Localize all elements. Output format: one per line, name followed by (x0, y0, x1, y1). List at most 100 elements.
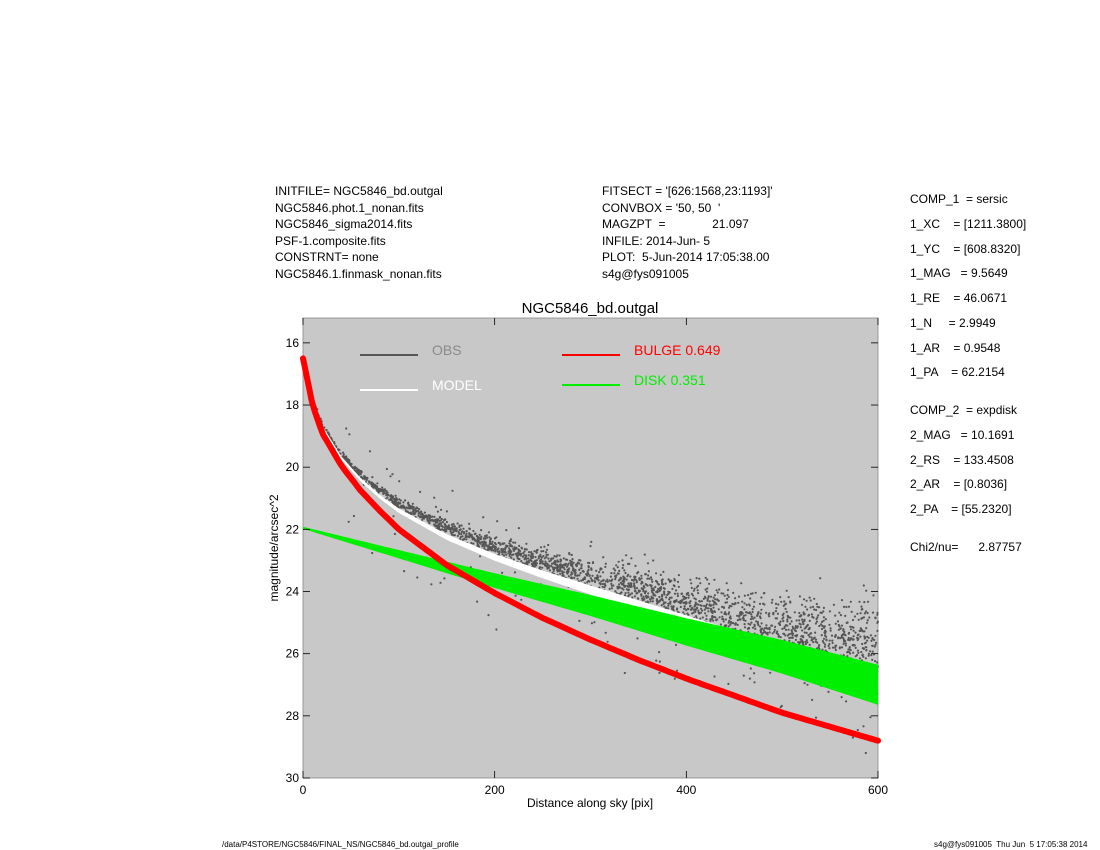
obs-point (811, 698, 814, 702)
obs-point (866, 635, 869, 638)
obs-point (799, 626, 802, 629)
obs-point (749, 597, 752, 600)
obs-point (658, 660, 662, 663)
obs-point (849, 652, 852, 655)
obs-point (523, 558, 526, 561)
obs-point (768, 626, 771, 630)
obs-point (685, 593, 688, 596)
obs-point (814, 631, 817, 634)
obs-point (718, 616, 721, 619)
obs-point (664, 582, 667, 585)
obs-point (492, 549, 495, 552)
obs-point (406, 502, 410, 505)
obs-point (792, 627, 795, 630)
obs-point (445, 530, 448, 533)
obs-point (633, 590, 637, 593)
obs-point (744, 614, 747, 617)
obs-point (846, 650, 850, 653)
obs-point (541, 560, 544, 563)
obs-point (742, 614, 745, 618)
obs-point (439, 508, 443, 511)
obs-point (624, 591, 627, 595)
obs-point (343, 456, 346, 459)
obs-point (545, 548, 549, 551)
obs-point (760, 596, 763, 599)
obs-point (652, 593, 656, 596)
obs-point (781, 627, 784, 631)
obs-point (347, 520, 350, 523)
obs-point (674, 589, 678, 592)
obs-point (659, 573, 662, 577)
obs-point (656, 589, 659, 593)
obs-point (847, 605, 851, 608)
obs-point (587, 561, 590, 564)
obs-point (867, 652, 871, 656)
obs-point (558, 554, 561, 557)
obs-point (403, 570, 406, 573)
obs-point (762, 629, 766, 632)
obs-point (822, 619, 825, 622)
obs-point (753, 600, 756, 604)
obs-point (701, 616, 704, 619)
obs-point (356, 468, 359, 471)
obs-point (581, 570, 584, 573)
obs-point (753, 616, 756, 619)
obs-point (842, 628, 845, 631)
obs-point (445, 510, 448, 513)
obs-point (495, 536, 498, 539)
obs-point (840, 599, 844, 602)
obs-point (745, 603, 748, 607)
obs-point (798, 595, 802, 598)
obs-point (530, 556, 533, 560)
obs-point (579, 572, 582, 575)
obs-point (834, 646, 837, 649)
obs-point (647, 592, 650, 595)
obs-point (434, 524, 437, 527)
obs-point (862, 584, 865, 587)
obs-point (445, 520, 448, 524)
obs-point (471, 537, 474, 540)
obs-point (615, 574, 618, 577)
obs-point (656, 580, 659, 584)
obs-point (719, 623, 723, 626)
obs-point (725, 582, 728, 585)
obs-point (542, 554, 545, 558)
obs-point (656, 600, 659, 603)
obs-point (354, 466, 357, 470)
chi2-nu: Chi2/nu= 2.87757 (910, 540, 1022, 554)
obs-point (592, 561, 595, 564)
obs-point (802, 636, 805, 639)
obs-point (570, 553, 573, 557)
obs-point (689, 600, 692, 603)
obs-point (578, 574, 581, 577)
obs-point (610, 572, 613, 575)
obs-point (835, 644, 838, 647)
obs-point (633, 575, 636, 578)
obs-point (771, 632, 774, 635)
obs-point (415, 506, 418, 509)
obs-point (708, 600, 711, 603)
obs-point (824, 618, 827, 621)
obs-point (673, 677, 676, 680)
obs-point (656, 582, 659, 585)
obs-point (848, 646, 851, 649)
obs-point (865, 621, 869, 624)
obs-point (720, 592, 723, 595)
obs-point (865, 649, 868, 652)
obs-point (675, 669, 679, 672)
obs-point (863, 630, 866, 633)
obs-point (642, 595, 645, 599)
obs-point (627, 588, 631, 591)
obs-point (662, 570, 665, 574)
obs-point (856, 649, 860, 652)
obs-point (876, 613, 879, 616)
obs-point (809, 632, 812, 635)
obs-point (667, 607, 670, 610)
obs-point (824, 643, 827, 646)
obs-point (640, 577, 643, 580)
obs-point (815, 620, 819, 623)
obs-point (687, 608, 690, 611)
obs-point (635, 581, 638, 584)
y-axis-label: magnitude/arcsec^2 (267, 494, 281, 601)
obs-point (738, 615, 741, 618)
